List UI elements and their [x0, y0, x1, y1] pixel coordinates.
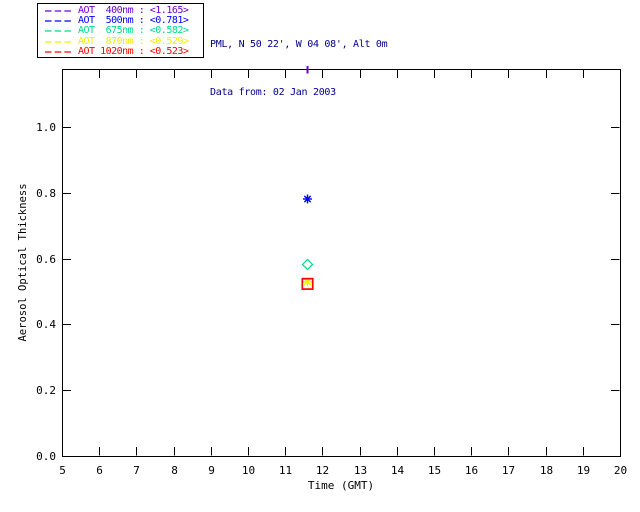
plot-header: PML, N 50 22', W 04 08', Alt 0m Data fro… — [210, 5, 388, 133]
x-tick-label: 20 — [614, 464, 627, 477]
x-tick-label: 5 — [59, 464, 66, 477]
marker-aot-870nm — [303, 278, 312, 286]
y-tick-label: 0.8 — [36, 187, 56, 200]
x-tick-label: 13 — [354, 464, 367, 477]
legend-label-870nm: AOT 870nm : <0.529> — [78, 35, 189, 47]
legend-label-1020nm: AOT 1020nm : <0.523> — [78, 45, 189, 57]
legend-entry-1020nm: AOT 1020nm : <0.523> — [44, 45, 203, 57]
legend-dash-line-675nm — [45, 30, 72, 33]
x-tick-label: 12 — [316, 464, 329, 477]
x-tick-label: 17 — [502, 464, 515, 477]
y-tick-label: 0.4 — [36, 318, 56, 331]
x-tick-label: 19 — [577, 464, 590, 477]
x-axis-title: Time (GMT) — [308, 479, 374, 492]
station-info-line: PML, N 50 22', W 04 08', Alt 0m — [210, 39, 388, 50]
x-tick-label: 18 — [540, 464, 553, 477]
marker-aot-1020nm — [301, 277, 314, 290]
legend-entry-400nm: AOT 400nm : <1.165> — [44, 6, 203, 16]
legend-dash-line-870nm — [45, 41, 72, 43]
legend-dash-line-400nm — [45, 10, 72, 12]
x-tick-label: 6 — [96, 464, 103, 477]
y-tick-label: 0.6 — [36, 253, 56, 266]
x-tick-label: 16 — [465, 464, 478, 477]
marker-aot-500nm — [303, 195, 312, 203]
x-tick-label: 14 — [391, 464, 405, 477]
legend-entry-500nm: AOT 500nm : <0.781> — [44, 16, 203, 26]
x-tick-label: 7 — [133, 464, 140, 477]
y-tick-label: 1.0 — [36, 121, 56, 134]
y-tick-label: 0.0 — [36, 450, 56, 463]
legend-label-500nm: AOT 500nm : <0.781> — [78, 15, 189, 27]
x-tick-label: 8 — [171, 464, 178, 477]
x-tick-label: 15 — [428, 464, 441, 477]
legend-dash-line-1020nm — [45, 51, 72, 53]
legend-box: AOT 400nm : <1.165> AOT 500nm : <0.781> AO… — [37, 3, 204, 58]
x-tick-label: 9 — [208, 464, 215, 477]
x-tick-label: 11 — [279, 464, 292, 477]
data-date-line: Data from: 02 Jan 2003 — [210, 87, 336, 98]
legend-entry-675nm: AOT 675nm : <0.582> — [44, 26, 203, 36]
legend-dash-line-500nm — [45, 20, 72, 22]
legend-entry-870nm: AOT 870nm : <0.529> — [44, 35, 203, 47]
legend-label-400nm: AOT 400nm : <1.165> — [78, 5, 189, 17]
y-tick-label: 0.2 — [36, 384, 56, 397]
x-tick-label: 10 — [242, 464, 255, 477]
marker-aot-675nm — [301, 258, 314, 271]
y-axis-title: Aerosol Optical Thickness — [17, 183, 29, 341]
legend-label-675nm: AOT 675nm : <0.582> — [78, 25, 189, 37]
axes-box — [62, 69, 621, 457]
